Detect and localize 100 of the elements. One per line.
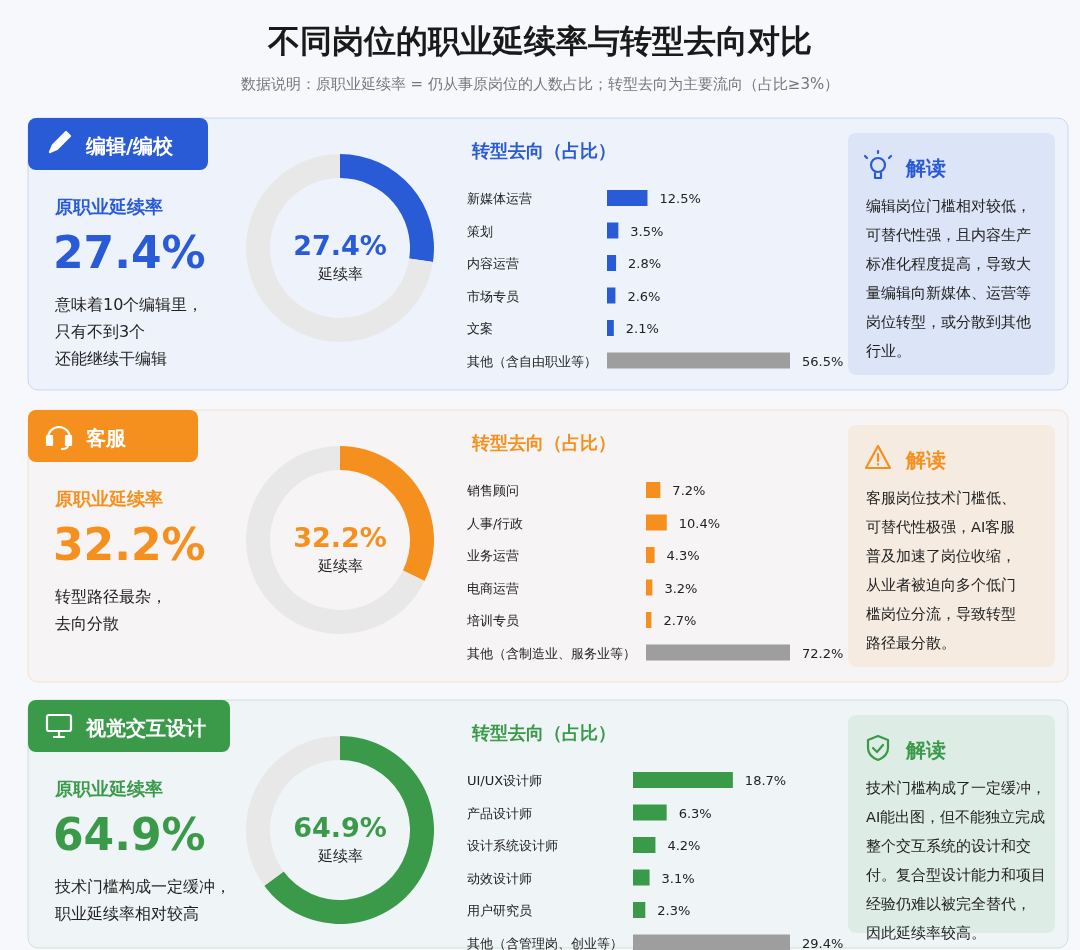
data-label: 3.5% <box>630 223 664 239</box>
bar <box>607 352 790 369</box>
text: 编辑/编校 <box>85 134 175 158</box>
bar <box>646 579 653 596</box>
text: 客服 <box>85 426 127 450</box>
text: 解读 <box>905 738 946 762</box>
y-tick-label: 其他（含管理岗、创业等） <box>467 935 623 950</box>
y-tick-label: 用户研究员 <box>467 903 532 918</box>
y-tick-label: 其他（含制造业、服务业等） <box>467 645 636 661</box>
donut-slice <box>246 446 425 634</box>
bar <box>607 287 616 304</box>
donut-slice <box>246 154 433 342</box>
text: 从业者被迫向多个低门 <box>866 577 1016 593</box>
donut-slice <box>264 736 434 924</box>
text: 岗位转型，或分散到其他 <box>866 314 1031 330</box>
text: 不同岗位的职业延续率与转型去向对比 <box>267 22 812 60</box>
y-tick-label: 动效设计师 <box>467 870 532 886</box>
text: 32.2% <box>53 519 206 570</box>
text: 原职业延续率 <box>54 778 163 799</box>
y-tick-label: 策划 <box>467 223 493 239</box>
text: AI能出图，但不能独立完成 <box>866 809 1046 825</box>
text: 编辑岗位门槛相对较低， <box>866 198 1031 214</box>
bar <box>646 482 661 498</box>
text: 槛岗位分流，导致转型 <box>866 606 1016 622</box>
text: 只有不到3个 <box>55 322 146 341</box>
text: 27.4% <box>293 230 387 261</box>
text: 普及加速了岗位收缩， <box>866 548 1016 564</box>
y-tick-label: 业务运营 <box>467 548 519 563</box>
data-label: 72.2% <box>802 645 844 661</box>
text: 客服岗位技术门槛低、 <box>866 490 1016 506</box>
bar <box>646 514 667 531</box>
text: 解读 <box>905 156 946 180</box>
y-tick-label: 人事/行政 <box>467 515 524 531</box>
data-label: 2.3% <box>657 903 691 918</box>
bar <box>633 837 656 853</box>
y-tick-label: 销售顾问 <box>466 483 519 498</box>
y-tick-label: 新媒体运营 <box>467 191 532 206</box>
bar <box>633 869 650 886</box>
text: 路径最分散。 <box>866 635 956 651</box>
text: 转型路径最杂， <box>55 587 167 606</box>
y-tick-label: UI/UX设计师 <box>467 773 543 788</box>
bar <box>646 612 652 628</box>
text: 标准化程度提高，导致大 <box>865 256 1031 272</box>
text: 延续率 <box>316 847 363 865</box>
data-label: 4.3% <box>666 548 700 563</box>
text: 付。复合型设计能力和项目 <box>865 867 1046 883</box>
text: 32.2% <box>293 522 387 553</box>
text: 可替代性极强，AI客服 <box>866 519 1016 535</box>
bar <box>633 902 646 918</box>
text: 技术门槛构成一定缓冲， <box>54 877 231 896</box>
y-tick-label: 文案 <box>467 321 493 336</box>
text: 原职业延续率 <box>54 488 163 509</box>
data-label: 7.2% <box>672 483 706 498</box>
y-tick-label: 市场专员 <box>467 288 519 304</box>
chart-title: 转型去向（占比） <box>471 432 616 453</box>
text: 原职业延续率 <box>54 196 163 217</box>
data-label: 29.4% <box>802 935 844 950</box>
bar <box>646 644 790 661</box>
text: 延续率 <box>316 265 363 283</box>
bar <box>633 804 667 821</box>
bar <box>607 320 614 336</box>
text: 行业。 <box>866 343 911 359</box>
bar <box>646 547 655 563</box>
y-tick-label: 培训专员 <box>466 613 519 628</box>
y-tick-label: 电商运营 <box>467 580 519 596</box>
data-label: 18.7% <box>744 773 787 788</box>
data-label: 2.1% <box>625 321 659 336</box>
data-label: 2.7% <box>663 613 697 628</box>
text: 64.9% <box>53 809 206 860</box>
text: 去向分散 <box>55 614 119 633</box>
text: 技术门槛构成了一定缓冲， <box>865 780 1046 796</box>
text: 整个交互系统的设计和交 <box>866 838 1031 854</box>
data-label: 3.1% <box>661 870 695 886</box>
data-label: 10.4% <box>678 515 721 531</box>
bar <box>607 255 617 271</box>
text: 职业延续率相对较高 <box>55 904 199 923</box>
text: 可替代性强，且内容生产 <box>866 227 1031 243</box>
data-label: 2.8% <box>628 256 662 271</box>
y-tick-label: 其他（含自由职业等） <box>467 353 597 369</box>
text: 经验仍难以被完全替代， <box>866 896 1031 912</box>
text: 视觉交互设计 <box>85 716 206 740</box>
data-label: 4.2% <box>667 838 701 853</box>
text: 意味着10个编辑里， <box>54 295 204 314</box>
text: 64.9% <box>293 812 387 843</box>
text: 解读 <box>905 448 946 472</box>
bar <box>633 772 733 788</box>
chart-title: 转型去向（占比） <box>471 722 616 743</box>
text: 数据说明：原职业延续率 = 仍从事原岗位的人数占比；转型去向为主要流向（占比≥3%） <box>240 75 840 93</box>
text: 还能继续干编辑 <box>55 349 167 368</box>
text: 因此延续率较高。 <box>866 925 986 941</box>
chart-title: 转型去向（占比） <box>471 140 616 161</box>
data-label: 3.2% <box>664 580 698 596</box>
text: 量编辑向新媒体、运营等 <box>866 285 1031 301</box>
bar <box>607 222 619 239</box>
y-tick-label: 设计系统设计师 <box>467 838 558 853</box>
data-label: 2.6% <box>627 288 661 304</box>
data-label: 12.5% <box>659 191 701 206</box>
data-label: 56.5% <box>802 353 844 369</box>
y-tick-label: 内容运营 <box>467 256 519 271</box>
data-label: 6.3% <box>678 805 712 821</box>
